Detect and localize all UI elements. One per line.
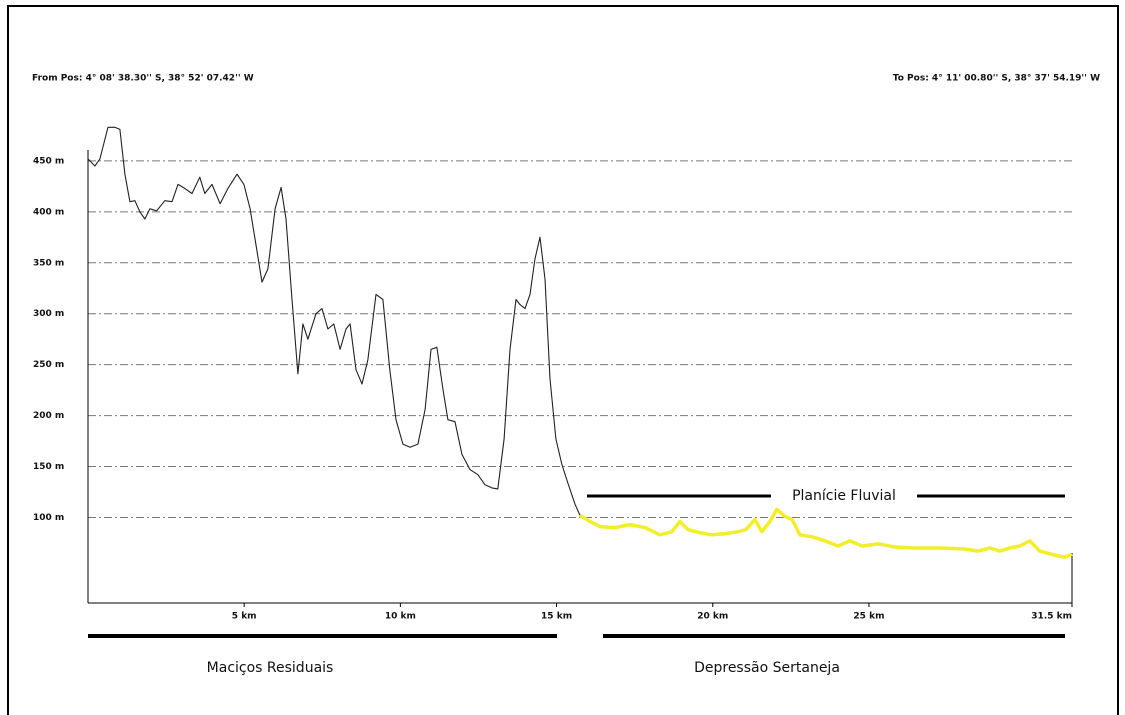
y-tick-label: 100 m <box>33 513 64 523</box>
y-tick-label: 300 m <box>33 309 64 319</box>
y-tick-label: 400 m <box>33 207 64 217</box>
x-tick-label: 25 km <box>853 612 884 622</box>
from-position: From Pos: 4° 08' 38.30'' S, 38° 52' 07.4… <box>32 74 254 84</box>
to-position: To Pos: 4° 11' 00.80'' S, 38° 37' 54.19'… <box>893 74 1100 84</box>
x-tick-label: 5 km <box>232 612 257 622</box>
elevation-line <box>87 126 581 516</box>
y-tick-label: 250 m <box>33 360 64 370</box>
annotation: Planície Fluvial <box>792 488 896 504</box>
annotation: Maciços Residuais <box>207 660 334 676</box>
y-tick-label: 200 m <box>33 411 64 421</box>
frame <box>7 5 1119 715</box>
y-tick-label: 350 m <box>33 258 64 268</box>
y-tick-label: 150 m <box>33 462 64 472</box>
x-tick-label: 20 km <box>697 612 728 622</box>
x-tick-label: 15 km <box>541 612 572 622</box>
elevation-line <box>579 507 1073 559</box>
y-tick-label: 450 m <box>33 156 64 166</box>
x-tick-label: 10 km <box>385 612 416 622</box>
annotation: Depressão Sertaneja <box>694 660 840 676</box>
x-tick-label: 31.5 km <box>1031 612 1072 622</box>
